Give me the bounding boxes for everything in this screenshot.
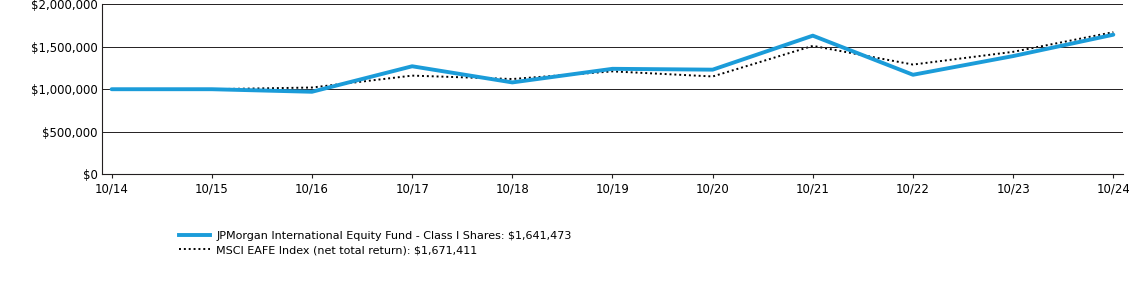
Legend: JPMorgan International Equity Fund - Class I Shares: $1,641,473, MSCI EAFE Index: JPMorgan International Equity Fund - Cla… bbox=[178, 231, 572, 255]
